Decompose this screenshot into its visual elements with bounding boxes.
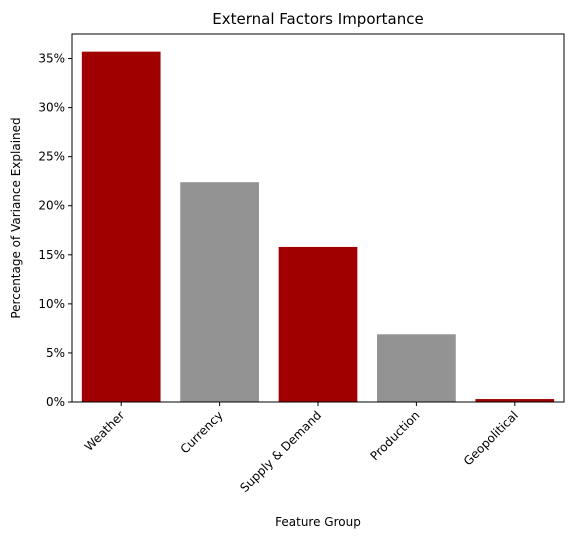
x-axis-label: Feature Group [275, 515, 361, 529]
bar-1 [180, 182, 259, 402]
y-tick-label-7: 35% [38, 52, 65, 66]
y-axis-label: Percentage of Variance Explained [9, 117, 23, 318]
chart-title: External Factors Importance [212, 10, 423, 28]
x-tick-label-0: Weather [82, 408, 128, 454]
bar-0 [81, 51, 161, 402]
y-tick-label-0: 0% [46, 395, 65, 409]
y-tick-label-1: 5% [46, 346, 65, 360]
bar-4 [475, 399, 555, 402]
y-tick-label-2: 10% [38, 297, 65, 311]
y-tick-label-4: 20% [38, 199, 65, 213]
x-tick-label-2: Supply & Demand [237, 408, 324, 495]
y-tick-label-6: 30% [38, 101, 65, 115]
x-tick-label-3: Production [367, 408, 422, 463]
y-tick-label-5: 25% [38, 150, 65, 164]
x-tick-label-1: Currency [178, 408, 226, 456]
bar-3 [377, 334, 456, 402]
y-tick-label-3: 15% [38, 248, 65, 262]
plot-area: 0% 5% 10% 15% 20% 25% 30% 35% Weather Currency Sup… [38, 33, 565, 495]
x-tick-label-4: Geopolitical [461, 408, 521, 468]
bar-2 [278, 246, 358, 402]
